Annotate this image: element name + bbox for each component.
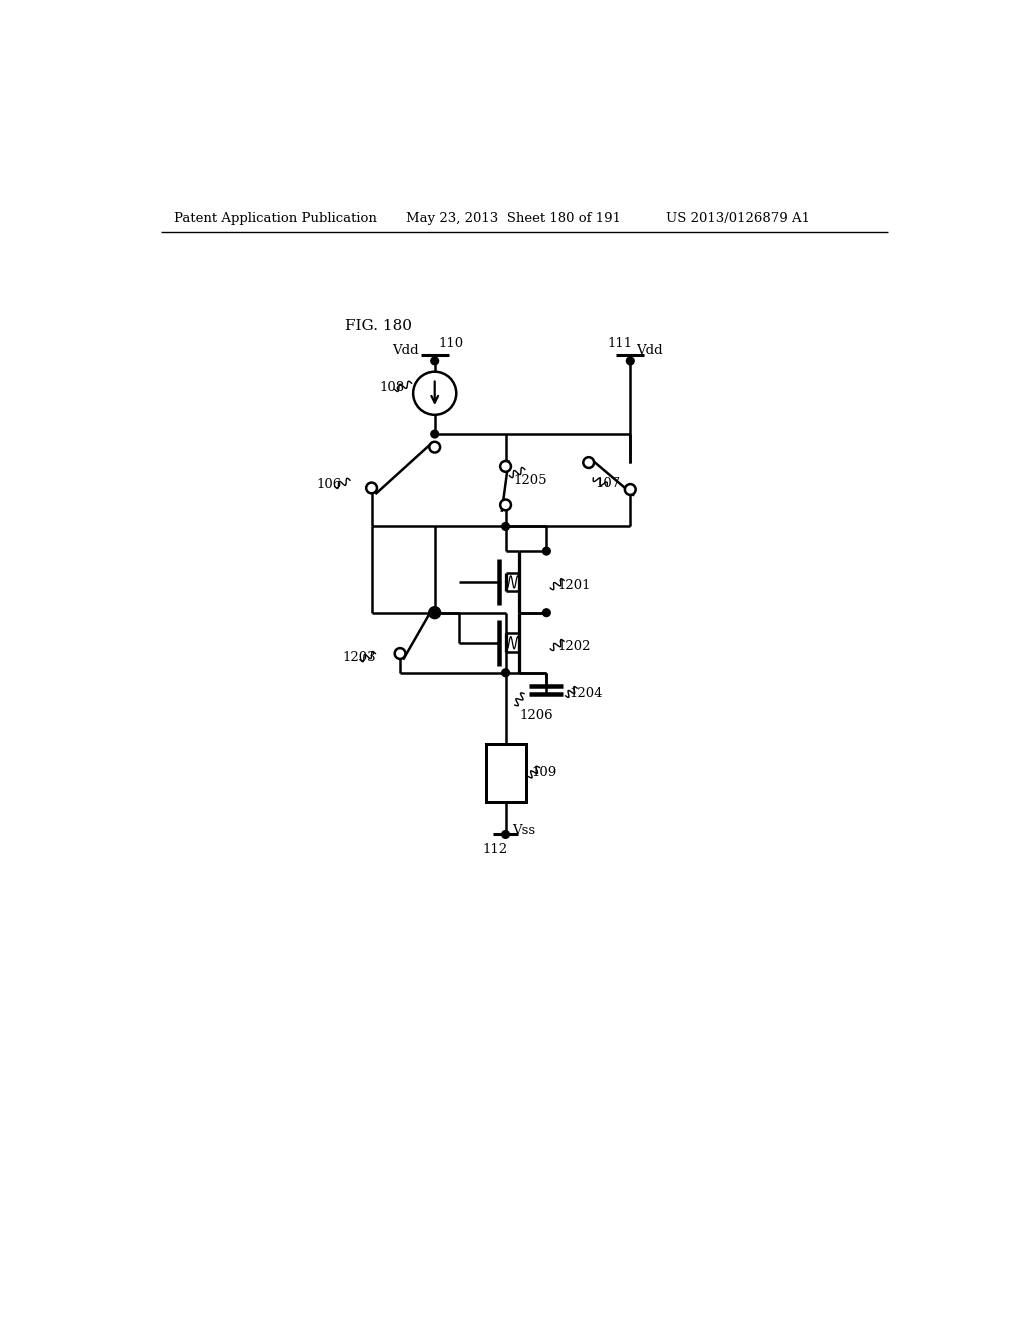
Circle shape bbox=[431, 358, 438, 364]
Text: 1206: 1206 bbox=[519, 709, 553, 722]
Bar bbox=[485, 743, 525, 803]
Text: Patent Application Publication: Patent Application Publication bbox=[174, 213, 377, 224]
Circle shape bbox=[367, 483, 377, 494]
Text: 1203: 1203 bbox=[342, 651, 376, 664]
Text: 1204: 1204 bbox=[569, 686, 603, 700]
Text: May 23, 2013  Sheet 180 of 191: May 23, 2013 Sheet 180 of 191 bbox=[407, 213, 622, 224]
Circle shape bbox=[543, 548, 550, 554]
Text: Vdd: Vdd bbox=[637, 345, 664, 358]
Text: 110: 110 bbox=[438, 337, 464, 350]
Circle shape bbox=[584, 457, 594, 469]
Circle shape bbox=[502, 523, 509, 531]
Circle shape bbox=[543, 609, 550, 616]
Text: 1202: 1202 bbox=[558, 640, 592, 653]
Text: 111: 111 bbox=[607, 337, 632, 350]
Text: 1201: 1201 bbox=[558, 579, 592, 593]
Text: US 2013/0126879 A1: US 2013/0126879 A1 bbox=[666, 213, 810, 224]
Text: FIG. 180: FIG. 180 bbox=[345, 319, 412, 333]
Circle shape bbox=[429, 442, 440, 453]
Circle shape bbox=[429, 607, 440, 618]
Circle shape bbox=[502, 830, 509, 838]
Text: 107: 107 bbox=[596, 477, 621, 490]
Circle shape bbox=[431, 609, 438, 616]
Circle shape bbox=[500, 461, 511, 471]
Text: 112: 112 bbox=[482, 843, 508, 857]
Text: 106: 106 bbox=[316, 478, 341, 491]
Text: Vdd: Vdd bbox=[392, 345, 419, 358]
Circle shape bbox=[394, 648, 406, 659]
Circle shape bbox=[431, 430, 438, 438]
Text: 108: 108 bbox=[379, 380, 404, 393]
Text: 1205: 1205 bbox=[513, 474, 547, 487]
Circle shape bbox=[625, 484, 636, 495]
Circle shape bbox=[502, 669, 509, 677]
Circle shape bbox=[500, 499, 511, 511]
Text: Vss: Vss bbox=[512, 824, 535, 837]
Circle shape bbox=[627, 358, 634, 364]
Text: 109: 109 bbox=[531, 767, 557, 779]
